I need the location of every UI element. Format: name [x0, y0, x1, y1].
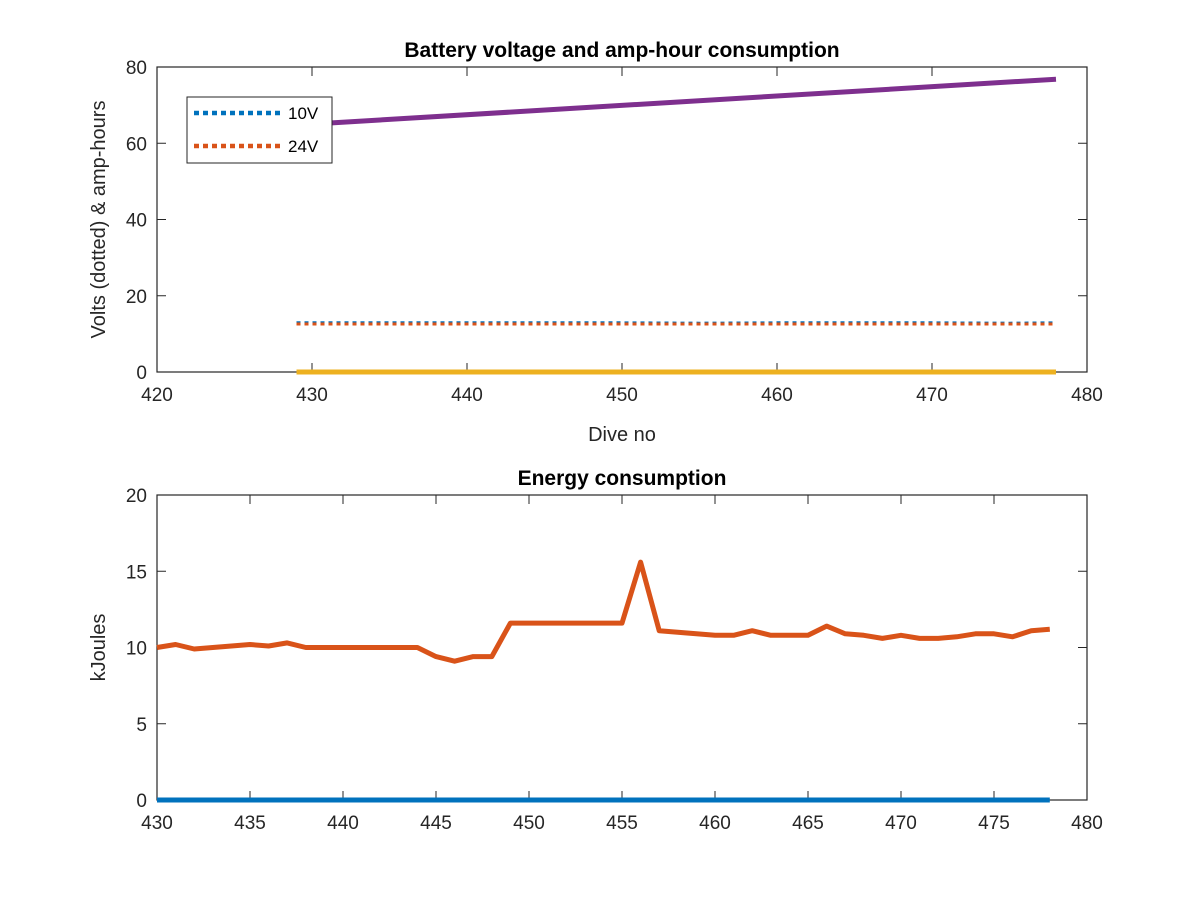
- energy-axes: 430 435 440 445 450 455 460 465 470 475 480 0 5 10 15 2…: [88, 467, 1103, 834]
- voltage-x-tick-label: 460: [761, 385, 793, 406]
- voltage-x-tick-label: 420: [141, 385, 173, 406]
- energy-y-tick-label: 5: [136, 715, 147, 736]
- energy-y-axis-label: kJoules: [88, 614, 110, 682]
- voltage-x-axis-label: Dive no: [588, 424, 656, 446]
- energy-x-tick-label: 430: [141, 813, 173, 834]
- energy-series-line-2: [156, 559, 1051, 664]
- voltage-y-tick-label: 40: [126, 211, 147, 232]
- voltage-ticks: 420 430 440 450 460 470 480 0 20 40 60 80: [126, 58, 1103, 406]
- voltage-y-tick-label: 20: [126, 287, 147, 308]
- legend-label-10v: 10V: [288, 104, 319, 123]
- energy-x-tick-label: 445: [420, 813, 452, 834]
- voltage-x-tick-label: 470: [916, 385, 948, 406]
- voltage-y-tick-label: 0: [136, 363, 147, 384]
- energy-series: [156, 559, 1051, 803]
- voltage-x-tick-label: 480: [1071, 385, 1103, 406]
- energy-y-tick-label: 20: [126, 486, 147, 507]
- energy-chart-title: Energy consumption: [518, 467, 727, 490]
- voltage-series: [296, 76, 1057, 375]
- energy-y-tick-label: 10: [126, 639, 147, 660]
- energy-x-tick-label: 435: [234, 813, 266, 834]
- voltage-axes: 420 430 440 450 460 470 480 0 20 40 60 80 Battery v…: [88, 39, 1103, 446]
- energy-x-tick-label: 450: [513, 813, 545, 834]
- voltage-y-tick-label: 80: [126, 58, 147, 79]
- voltage-x-tick-label: 430: [296, 385, 328, 406]
- legend-box: [186, 96, 333, 164]
- energy-y-tick-label: 15: [126, 562, 147, 583]
- energy-x-tick-label: 460: [699, 813, 731, 834]
- energy-x-tick-label: 465: [792, 813, 824, 834]
- voltage-chart-title: Battery voltage and amp-hour consumption: [404, 39, 839, 62]
- legend: 10V 24V: [186, 96, 333, 164]
- energy-x-tick-label: 475: [978, 813, 1010, 834]
- voltage-x-tick-label: 440: [451, 385, 483, 406]
- energy-x-tick-label: 440: [327, 813, 359, 834]
- energy-y-tick-label: 0: [136, 791, 147, 812]
- voltage-y-tick-label: 60: [126, 134, 147, 155]
- voltage-series-line-4: [296, 76, 1057, 128]
- energy-x-tick-label: 455: [606, 813, 638, 834]
- legend-label-24v: 24V: [288, 137, 319, 156]
- energy-x-tick-label: 470: [885, 813, 917, 834]
- voltage-y-axis-label: Volts (dotted) & amp-hours: [88, 101, 110, 339]
- energy-x-tick-label: 480: [1071, 813, 1103, 834]
- voltage-x-tick-label: 450: [606, 385, 638, 406]
- energy-ticks: 430 435 440 445 450 455 460 465 470 475 480 0 5 10 15 2…: [126, 486, 1103, 834]
